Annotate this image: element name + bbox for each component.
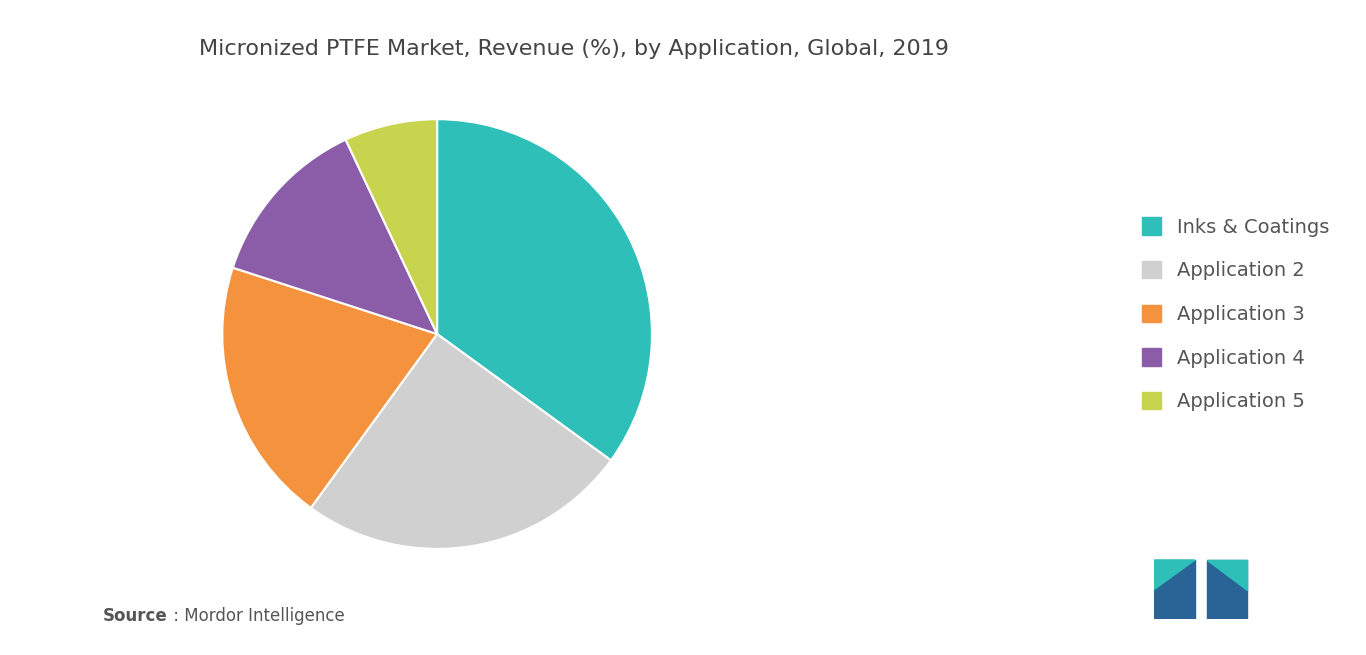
Wedge shape — [232, 140, 437, 334]
Wedge shape — [311, 334, 611, 549]
Text: Micronized PTFE Market, Revenue (%), by Application, Global, 2019: Micronized PTFE Market, Revenue (%), by … — [198, 39, 949, 60]
Polygon shape — [1154, 560, 1195, 619]
Text: Source: Source — [102, 607, 167, 625]
Wedge shape — [437, 119, 652, 460]
Polygon shape — [1206, 560, 1247, 590]
Legend: Inks & Coatings, Application 2, Application 3, Application 4, Application 5: Inks & Coatings, Application 2, Applicat… — [1142, 217, 1329, 411]
Wedge shape — [223, 268, 437, 508]
Polygon shape — [1206, 560, 1247, 619]
Text: : Mordor Intelligence: : Mordor Intelligence — [168, 607, 344, 625]
Wedge shape — [346, 119, 437, 334]
Polygon shape — [1154, 560, 1195, 590]
